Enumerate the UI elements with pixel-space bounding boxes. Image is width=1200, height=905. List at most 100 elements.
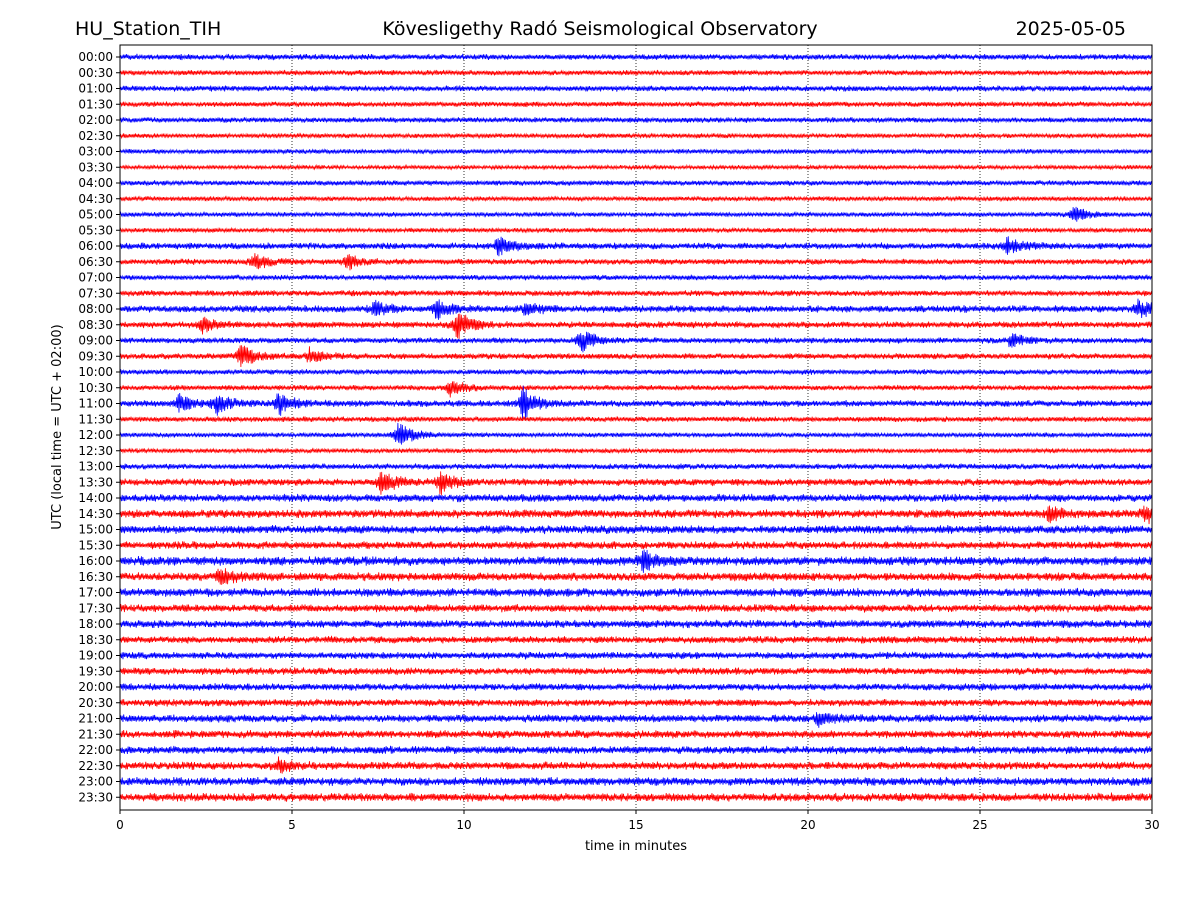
y-tick-label: 12:30	[78, 444, 113, 458]
y-tick-label: 13:30	[78, 475, 113, 489]
y-tick-label: 00:30	[78, 66, 113, 80]
y-tick-label: 23:00	[78, 775, 113, 789]
trace-0500	[119, 206, 1153, 222]
y-tick-label: 03:30	[78, 160, 113, 174]
date-title: 2025-05-05	[1016, 18, 1126, 40]
y-tick-label: 21:00	[78, 712, 113, 726]
y-tick-label: 20:00	[78, 680, 113, 694]
y-tick-label: 22:00	[78, 743, 113, 757]
trace-0300	[119, 147, 1153, 156]
y-tick-label: 18:30	[78, 633, 113, 647]
y-tick-label: 09:30	[78, 349, 113, 363]
trace-1330	[119, 471, 1153, 496]
trace-1230	[119, 447, 1153, 455]
y-tick-label: 15:00	[78, 523, 113, 537]
trace-1400	[119, 493, 1153, 503]
trace-0030	[119, 69, 1153, 77]
y-tick-label: 03:00	[78, 145, 113, 159]
trace-0230	[119, 132, 1153, 140]
station-title: HU_Station_TIH	[75, 18, 221, 40]
trace-1930	[119, 667, 1153, 676]
y-tick-label: 09:00	[78, 334, 113, 348]
trace-0430	[119, 195, 1153, 203]
y-tick-label: 18:00	[78, 617, 113, 631]
plot-frame	[119, 44, 1153, 811]
y-axis-label: UTC (local time = UTC + 02:00)	[50, 324, 65, 529]
trace-1830	[119, 635, 1153, 644]
trace-1000	[119, 368, 1153, 376]
trace-1730	[119, 603, 1153, 613]
trace-0400	[119, 179, 1153, 187]
y-tick-label: 02:30	[78, 129, 113, 143]
trace-1200	[119, 422, 1153, 445]
trace-0100	[119, 85, 1153, 92]
trace-2330	[119, 792, 1153, 802]
y-tick-label: 10:00	[78, 365, 113, 379]
trace-1900	[119, 651, 1153, 660]
x-tick-label: 15	[628, 818, 643, 832]
y-tick-label: 23:30	[78, 790, 113, 804]
trace-2130	[119, 729, 1153, 739]
trace-0330	[119, 163, 1153, 171]
y-tick-label: 15:30	[78, 538, 113, 552]
y-tick-label: 19:30	[78, 664, 113, 678]
trace-1300	[119, 463, 1153, 471]
trace-1800	[119, 619, 1153, 629]
y-tick-label: 05:00	[78, 208, 113, 222]
y-tick-label: 14:00	[78, 491, 113, 505]
y-tick-label: 14:30	[78, 507, 113, 521]
x-tick-label: 20	[800, 818, 815, 832]
trace-0600	[119, 236, 1153, 257]
y-tick-label: 16:30	[78, 570, 113, 584]
trace-0200	[119, 116, 1153, 124]
trace-2300	[119, 776, 1153, 787]
y-tick-label: 00:00	[78, 50, 113, 64]
y-tick-label: 20:30	[78, 696, 113, 710]
trace-1430	[119, 505, 1153, 525]
trace-1500	[119, 524, 1153, 535]
trace-1100	[119, 385, 1153, 421]
trace-layer	[119, 53, 1153, 802]
trace-1630	[119, 568, 1153, 585]
y-tick-label: 22:30	[78, 759, 113, 773]
x-ticks: 0 5 10 15 20 25 30	[116, 810, 1160, 832]
trace-1530	[119, 541, 1153, 550]
y-tick-label: 06:30	[78, 255, 113, 269]
trace-0800	[119, 298, 1153, 320]
y-tick-label: 13:00	[78, 460, 113, 474]
y-tick-label: 05:30	[78, 223, 113, 237]
y-tick-label: 01:00	[78, 82, 113, 96]
trace-2100	[119, 712, 1153, 728]
y-tick-label: 11:30	[78, 412, 113, 426]
y-tick-label: 16:00	[78, 554, 113, 568]
trace-0700	[119, 274, 1153, 281]
observatory-title: Kövesligethy Radó Seismological Observat…	[382, 18, 817, 40]
y-tick-label: 08:00	[78, 302, 113, 316]
trace-0630	[119, 253, 1153, 271]
x-tick-label: 25	[972, 818, 987, 832]
x-tick-label: 10	[456, 818, 471, 832]
x-tick-label: 0	[116, 818, 124, 832]
x-tick-label: 30	[1144, 818, 1159, 832]
y-tick-label: 01:30	[78, 97, 113, 111]
y-tick-label: 17:00	[78, 586, 113, 600]
trace-0730	[119, 289, 1153, 297]
trace-2230	[119, 756, 1153, 774]
y-tick-label: 08:30	[78, 318, 113, 332]
trace-0000	[119, 53, 1153, 61]
y-tick-label: 21:30	[78, 727, 113, 741]
y-tick-label: 04:30	[78, 192, 113, 206]
trace-1130	[119, 415, 1153, 423]
y-tick-label: 02:00	[78, 113, 113, 127]
y-tick-label: 17:30	[78, 601, 113, 615]
trace-0530	[119, 226, 1153, 234]
y-tick-label: 06:00	[78, 239, 113, 253]
trace-0930	[119, 345, 1153, 368]
x-tick-label: 5	[288, 818, 296, 832]
grid-lines	[291, 45, 981, 810]
trace-0900	[119, 331, 1153, 353]
y-tick-label: 12:00	[78, 428, 113, 442]
